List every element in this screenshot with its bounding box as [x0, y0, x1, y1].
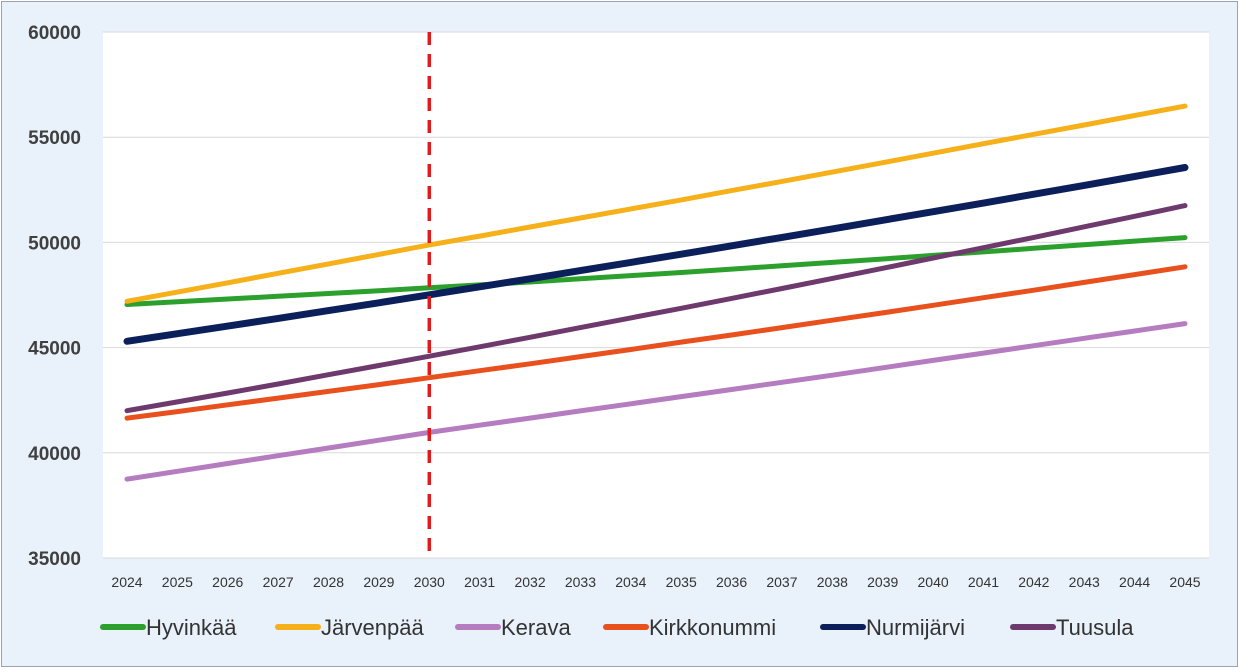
x-tick-label: 2037	[766, 574, 797, 590]
y-tick-label: 50000	[28, 233, 81, 254]
legend-label-4: Nurmijärvi	[866, 615, 965, 640]
series-line-3	[124, 264, 1188, 421]
y-tick-label: 40000	[28, 444, 81, 465]
x-tick-label: 2031	[464, 574, 495, 590]
y-tick-label: 60000	[28, 23, 81, 44]
y-axis: 35000 40000 45000 50000 55000 60000	[28, 23, 81, 570]
x-tick-label: 2044	[1119, 574, 1150, 590]
x-tick-label: 2040	[918, 574, 949, 590]
x-tick-label: 2041	[968, 574, 999, 590]
x-tick-label: 2035	[666, 574, 697, 590]
series-line-5	[124, 203, 1188, 414]
x-tick-label: 2030	[414, 574, 445, 590]
series-lines	[123, 103, 1189, 482]
x-tick-label: 2036	[716, 574, 747, 590]
y-tick-label: 45000	[28, 339, 81, 360]
x-tick-label: 2033	[565, 574, 596, 590]
x-tick-label: 2032	[514, 574, 545, 590]
legend-label-1: Järvenpää	[321, 615, 425, 640]
legend: Hyvinkää Järvenpää Kerava Kirkkonummi Nurmij…	[100, 615, 1134, 640]
series-line-0	[124, 235, 1188, 307]
y-tick-label: 35000	[28, 549, 81, 570]
x-tick-label: 2045	[1169, 574, 1200, 590]
x-tick-label: 2027	[263, 574, 294, 590]
series-line-2	[124, 321, 1188, 482]
x-tick-label: 2039	[867, 574, 898, 590]
legend-label-2: Kerava	[501, 615, 571, 640]
x-tick-label: 2042	[1018, 574, 1049, 590]
x-tick-label: 2034	[615, 574, 646, 590]
x-tick-label: 2025	[162, 574, 193, 590]
x-tick-label: 2043	[1069, 574, 1100, 590]
x-tick-label: 2029	[363, 574, 394, 590]
x-axis: 2024 2025 2026 2027 2028 2029 2030 2031 2032 2033…	[111, 574, 1200, 590]
legend-label-0: Hyvinkää	[146, 615, 237, 640]
x-tick-label: 2024	[111, 574, 142, 590]
x-tick-label: 2028	[313, 574, 344, 590]
series-line-4	[123, 164, 1189, 345]
series-line-1	[124, 103, 1188, 304]
legend-label-3: Kirkkonummi	[649, 615, 776, 640]
x-tick-label: 2026	[212, 574, 243, 590]
x-tick-label: 2038	[817, 574, 848, 590]
y-tick-label: 55000	[28, 128, 81, 149]
legend-label-5: Tuusula	[1056, 615, 1134, 640]
